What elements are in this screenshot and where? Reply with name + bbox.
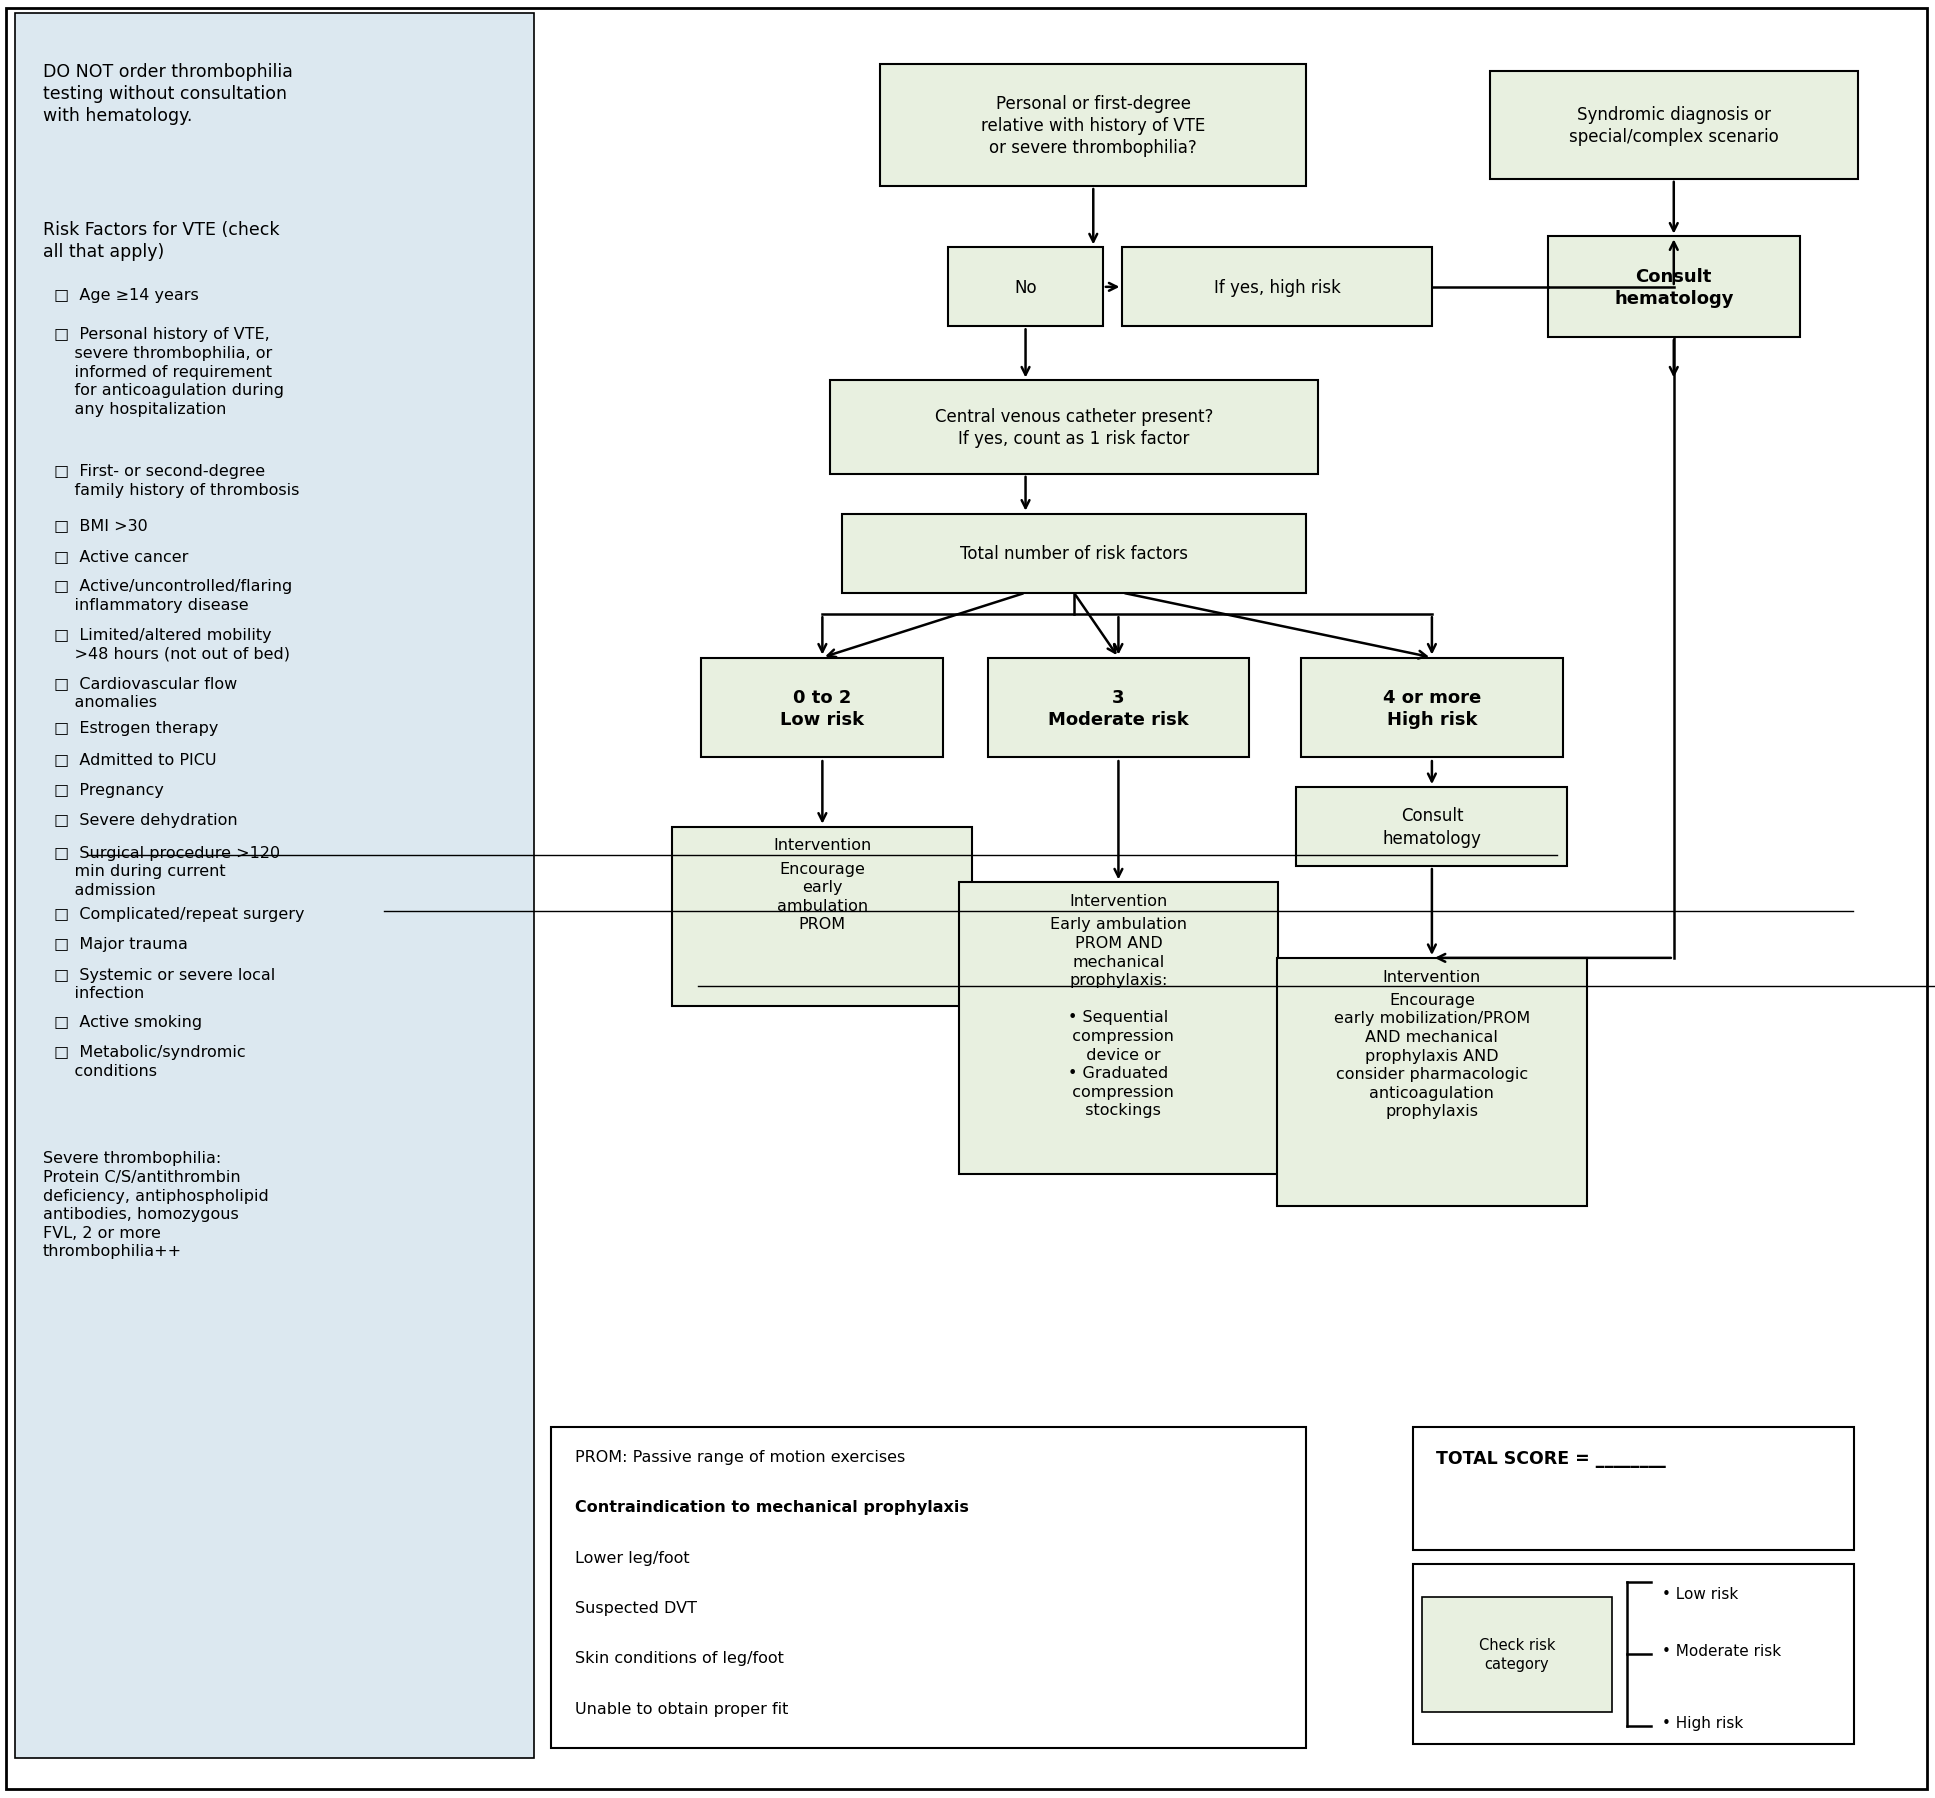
Text: □  Active smoking: □ Active smoking xyxy=(54,1014,203,1028)
Text: □  Estrogen therapy: □ Estrogen therapy xyxy=(54,721,219,735)
Text: • Low risk: • Low risk xyxy=(1662,1586,1738,1600)
FancyBboxPatch shape xyxy=(958,883,1277,1174)
Text: □  Personal history of VTE,
    severe thrombophilia, or
    informed of require: □ Personal history of VTE, severe thromb… xyxy=(54,327,284,417)
FancyBboxPatch shape xyxy=(702,658,944,759)
Text: Encourage
early
ambulation
PROM: Encourage early ambulation PROM xyxy=(776,861,869,931)
Text: Check risk
category: Check risk category xyxy=(1478,1638,1556,1670)
FancyBboxPatch shape xyxy=(551,1428,1306,1748)
Text: Consult
hematology: Consult hematology xyxy=(1382,807,1482,847)
Text: Risk Factors for VTE (check
all that apply): Risk Factors for VTE (check all that app… xyxy=(43,221,279,261)
Text: Encourage
early mobilization/PROM
AND mechanical
prophylaxis AND
consider pharma: Encourage early mobilization/PROM AND me… xyxy=(1333,992,1531,1118)
Text: 4 or more
High risk: 4 or more High risk xyxy=(1384,689,1480,728)
Text: □  Complicated/repeat surgery: □ Complicated/repeat surgery xyxy=(54,906,304,921)
Text: Consult
hematology: Consult hematology xyxy=(1614,268,1734,307)
Text: Syndromic diagnosis or
special/complex scenario: Syndromic diagnosis or special/complex s… xyxy=(1569,106,1778,146)
Text: • High risk: • High risk xyxy=(1662,1715,1743,1730)
Text: PROM: Passive range of motion exercises: PROM: Passive range of motion exercises xyxy=(575,1449,906,1464)
Text: Intervention: Intervention xyxy=(1384,969,1480,984)
Text: Severe thrombophilia:
Protein C/S/antithrombin
deficiency, antiphospholipid
anti: Severe thrombophilia: Protein C/S/antith… xyxy=(43,1151,269,1259)
FancyBboxPatch shape xyxy=(830,381,1318,475)
Text: □  Surgical procedure >120
    min during current
    admission: □ Surgical procedure >120 min during cur… xyxy=(54,845,281,897)
Text: Skin conditions of leg/foot: Skin conditions of leg/foot xyxy=(575,1651,784,1665)
Text: TOTAL SCORE = ________: TOTAL SCORE = ________ xyxy=(1436,1449,1666,1467)
Text: □  Active/uncontrolled/flaring
    inflammatory disease: □ Active/uncontrolled/flaring inflammato… xyxy=(54,579,292,613)
Text: DO NOT order thrombophilia
testing without consultation
with hematology.: DO NOT order thrombophilia testing witho… xyxy=(43,63,292,126)
Text: □  Cardiovascular flow
    anomalies: □ Cardiovascular flow anomalies xyxy=(54,676,238,710)
Text: Early ambulation
PROM AND
mechanical
prophylaxis:

• Sequential
  compression
  : Early ambulation PROM AND mechanical pro… xyxy=(1051,917,1186,1118)
FancyBboxPatch shape xyxy=(1277,958,1587,1206)
Text: □  Systemic or severe local
    infection: □ Systemic or severe local infection xyxy=(54,967,275,1001)
Text: Total number of risk factors: Total number of risk factors xyxy=(960,545,1188,563)
Text: Contraindication to mechanical prophylaxis: Contraindication to mechanical prophylax… xyxy=(575,1500,969,1514)
Text: □  Metabolic/syndromic
    conditions: □ Metabolic/syndromic conditions xyxy=(54,1045,246,1079)
FancyBboxPatch shape xyxy=(1122,248,1432,327)
FancyBboxPatch shape xyxy=(1300,658,1563,759)
FancyBboxPatch shape xyxy=(1296,788,1567,867)
FancyBboxPatch shape xyxy=(948,248,1103,327)
Text: □  Major trauma: □ Major trauma xyxy=(54,937,188,951)
Text: □  Limited/altered mobility
    >48 hours (not out of bed): □ Limited/altered mobility >48 hours (no… xyxy=(54,628,290,662)
Text: Intervention: Intervention xyxy=(774,838,871,852)
FancyBboxPatch shape xyxy=(1413,1564,1854,1744)
Text: Central venous catheter present?
If yes, count as 1 risk factor: Central venous catheter present? If yes,… xyxy=(935,408,1213,448)
Text: □  Admitted to PICU: □ Admitted to PICU xyxy=(54,752,217,766)
Text: Intervention: Intervention xyxy=(1070,894,1167,908)
FancyBboxPatch shape xyxy=(842,514,1306,593)
Text: □  Pregnancy: □ Pregnancy xyxy=(54,782,164,797)
Text: □  Age ≥14 years: □ Age ≥14 years xyxy=(54,288,199,302)
Text: □  BMI >30: □ BMI >30 xyxy=(54,518,147,532)
Text: If yes, high risk: If yes, high risk xyxy=(1213,279,1341,297)
Text: Unable to obtain proper fit: Unable to obtain proper fit xyxy=(575,1701,788,1715)
Text: No: No xyxy=(1014,279,1037,297)
Text: Lower leg/foot: Lower leg/foot xyxy=(575,1550,689,1564)
FancyBboxPatch shape xyxy=(1548,237,1800,338)
FancyBboxPatch shape xyxy=(15,14,534,1758)
Text: 0 to 2
Low risk: 0 to 2 Low risk xyxy=(780,689,865,728)
Text: □  First- or second-degree
    family history of thrombosis: □ First- or second-degree family history… xyxy=(54,464,300,498)
FancyBboxPatch shape xyxy=(673,827,971,1007)
FancyBboxPatch shape xyxy=(880,65,1306,187)
Text: □  Active cancer: □ Active cancer xyxy=(54,548,188,563)
Text: • Moderate risk: • Moderate risk xyxy=(1662,1643,1782,1658)
FancyBboxPatch shape xyxy=(987,658,1250,759)
Text: Suspected DVT: Suspected DVT xyxy=(575,1600,697,1615)
Text: Personal or first-degree
relative with history of VTE
or severe thrombophilia?: Personal or first-degree relative with h… xyxy=(981,95,1206,156)
Text: 3
Moderate risk: 3 Moderate risk xyxy=(1049,689,1188,728)
FancyBboxPatch shape xyxy=(1490,72,1858,180)
Text: □  Severe dehydration: □ Severe dehydration xyxy=(54,813,238,827)
FancyBboxPatch shape xyxy=(1413,1428,1854,1550)
FancyBboxPatch shape xyxy=(1422,1597,1612,1712)
